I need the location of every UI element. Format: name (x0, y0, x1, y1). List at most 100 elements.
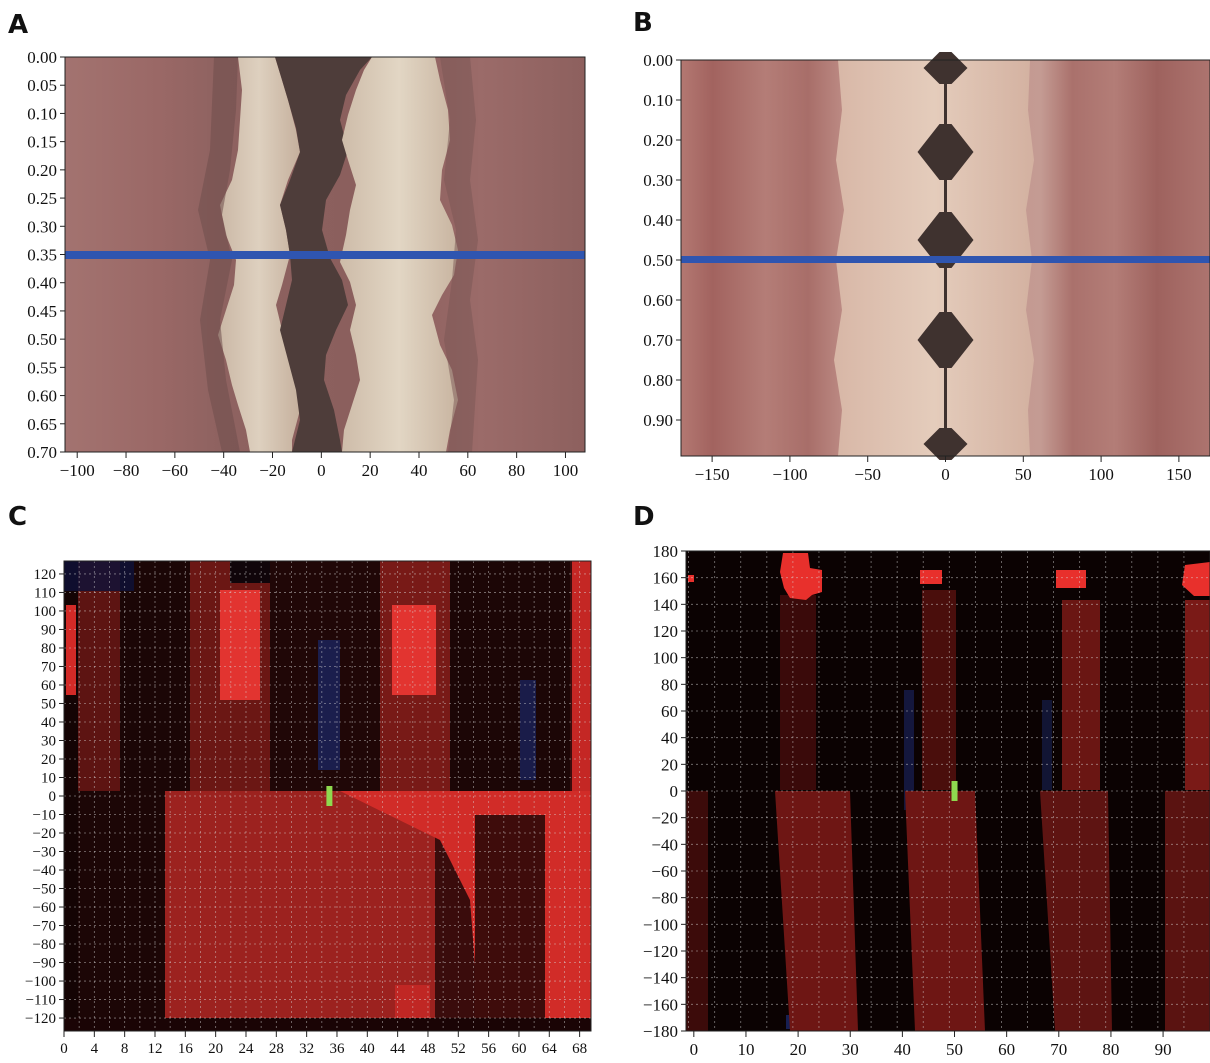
y-tick-label: 20 (661, 755, 678, 774)
y-tick-label: 0.90 (643, 411, 673, 430)
y-tick-label: −60 (651, 862, 678, 881)
panel-b-plot: −150 −100 −50 0 50 100 150 0.00 0.10 0.20 0.30 0.40… (643, 51, 1210, 484)
y-tick-label: 0.10 (643, 91, 673, 110)
x-tick-label: 70 (1050, 1040, 1067, 1059)
y-tick-label: −40 (33, 863, 56, 879)
x-tick-label: 64 (542, 1041, 558, 1057)
y-tick-label: 0.60 (643, 291, 673, 310)
x-tick-label: 28 (269, 1041, 284, 1057)
x-tick-label: 0 (60, 1041, 68, 1057)
panel-a-plot: −100 −80 −60 −40 −20 0 20 40 60 80 100 0.00 0.05 0.10… (27, 48, 586, 480)
x-tick-label: 100 (553, 461, 579, 480)
y-tick-label: 0.00 (643, 51, 673, 70)
y-tick-label: 0.40 (643, 211, 673, 230)
panel-a-axes: −100 −80 −60 −40 −20 0 20 40 60 80 100 0.00 0.05 0.10… (27, 48, 578, 480)
x-tick-label: −50 (854, 465, 881, 484)
y-tick-label: −120 (643, 942, 678, 961)
panel-d-lower-3 (905, 791, 985, 1031)
y-tick-label: 0.05 (27, 76, 57, 95)
y-tick-label: −50 (33, 882, 56, 898)
y-tick-label: 0.30 (27, 217, 57, 236)
panel-c-column-1 (78, 561, 122, 791)
y-tick-label: 0.15 (27, 133, 57, 152)
y-tick-label: 0.20 (27, 161, 57, 180)
panel-c-bottom-band (64, 1018, 591, 1031)
panel-c-grid (64, 561, 591, 1031)
x-tick-label: 32 (299, 1041, 314, 1057)
panel-d-col-2 (922, 590, 956, 790)
x-tick-label: 8 (121, 1041, 129, 1057)
panel-d-bright-4 (1182, 562, 1210, 596)
x-tick-label: 50 (1015, 465, 1032, 484)
x-tick-label: 4 (91, 1041, 99, 1057)
y-tick-label: −60 (33, 900, 56, 916)
x-tick-label: 0 (941, 465, 950, 484)
y-tick-label: 110 (34, 585, 56, 601)
y-tick-label: 0.25 (27, 189, 57, 208)
y-tick-label: 0.45 (27, 302, 57, 321)
panel-c-lower-mid (165, 791, 435, 1031)
x-tick-label: −20 (259, 461, 286, 480)
y-tick-label: −160 (643, 995, 678, 1014)
y-tick-label: −40 (651, 835, 678, 854)
y-tick-label: −20 (33, 826, 56, 842)
y-tick-label: 60 (661, 702, 678, 721)
panel-c-blue-2 (520, 680, 536, 780)
y-tick-label: 0.35 (27, 246, 57, 265)
y-tick-label: 120 (34, 567, 57, 583)
panel-b-dark-nodes (917, 52, 974, 460)
y-tick-label: −140 (643, 969, 678, 988)
x-tick-label: −60 (162, 461, 189, 480)
y-tick-label: 0.80 (643, 371, 673, 390)
x-tick-label: 0 (317, 461, 326, 480)
x-tick-label: 80 (508, 461, 525, 480)
panel-d-marker (951, 781, 958, 801)
x-tick-label: 40 (410, 461, 427, 480)
y-tick-label: 100 (34, 604, 57, 620)
y-tick-label: −80 (651, 889, 678, 908)
panel-d-lower-2 (775, 791, 858, 1031)
panel-d-col-1 (780, 595, 816, 790)
y-tick-label: 0.65 (27, 415, 57, 434)
y-tick-label: 180 (653, 542, 679, 561)
y-tick-label: 40 (661, 729, 678, 748)
y-tick-label: −70 (33, 919, 56, 935)
panel-d-bright-left (688, 575, 694, 582)
y-tick-label: 10 (41, 770, 56, 786)
y-tick-label: −100 (25, 974, 56, 990)
y-tick-label: 80 (661, 675, 678, 694)
y-tick-label: 40 (41, 715, 56, 731)
panel-d-plot: 0 10 20 30 40 50 60 70 80 90 180 160 140 120 100 80 60 40… (643, 542, 1210, 1059)
panel-c-blue-1 (318, 640, 340, 770)
panel-d-blue-1 (904, 690, 914, 810)
panel-d-col-3 (1062, 600, 1100, 790)
x-tick-label: 60 (459, 461, 476, 480)
x-tick-label: 56 (481, 1041, 497, 1057)
panel-b-marker-line (681, 256, 1210, 263)
x-tick-label: 16 (178, 1041, 194, 1057)
y-tick-label: 140 (653, 595, 679, 614)
y-tick-label: 0.50 (27, 330, 57, 349)
x-tick-label: −100 (772, 465, 807, 484)
x-tick-label: 20 (790, 1040, 807, 1059)
y-tick-label: 0.70 (27, 443, 57, 462)
panel-d-lower-4 (1040, 791, 1112, 1031)
x-tick-label: −150 (695, 465, 730, 484)
x-tick-label: 60 (998, 1040, 1015, 1059)
x-tick-label: 50 (946, 1040, 963, 1059)
x-tick-label: 150 (1166, 465, 1192, 484)
y-tick-label: −100 (643, 915, 678, 934)
y-tick-label: −10 (33, 808, 56, 824)
panel-d-col-4 (1185, 600, 1210, 790)
panel-c-bright-1 (220, 590, 260, 700)
y-tick-label: −120 (25, 1011, 56, 1027)
y-tick-label: 0.10 (27, 104, 57, 123)
y-tick-label: 80 (41, 641, 56, 657)
y-tick-label: 0.20 (643, 131, 673, 150)
panel-letter-a: A (8, 10, 29, 40)
y-tick-label: 0 (49, 789, 57, 805)
panel-c-bright-right (572, 561, 591, 791)
y-tick-label: −20 (651, 809, 678, 828)
panel-letter-d: D (633, 502, 655, 532)
